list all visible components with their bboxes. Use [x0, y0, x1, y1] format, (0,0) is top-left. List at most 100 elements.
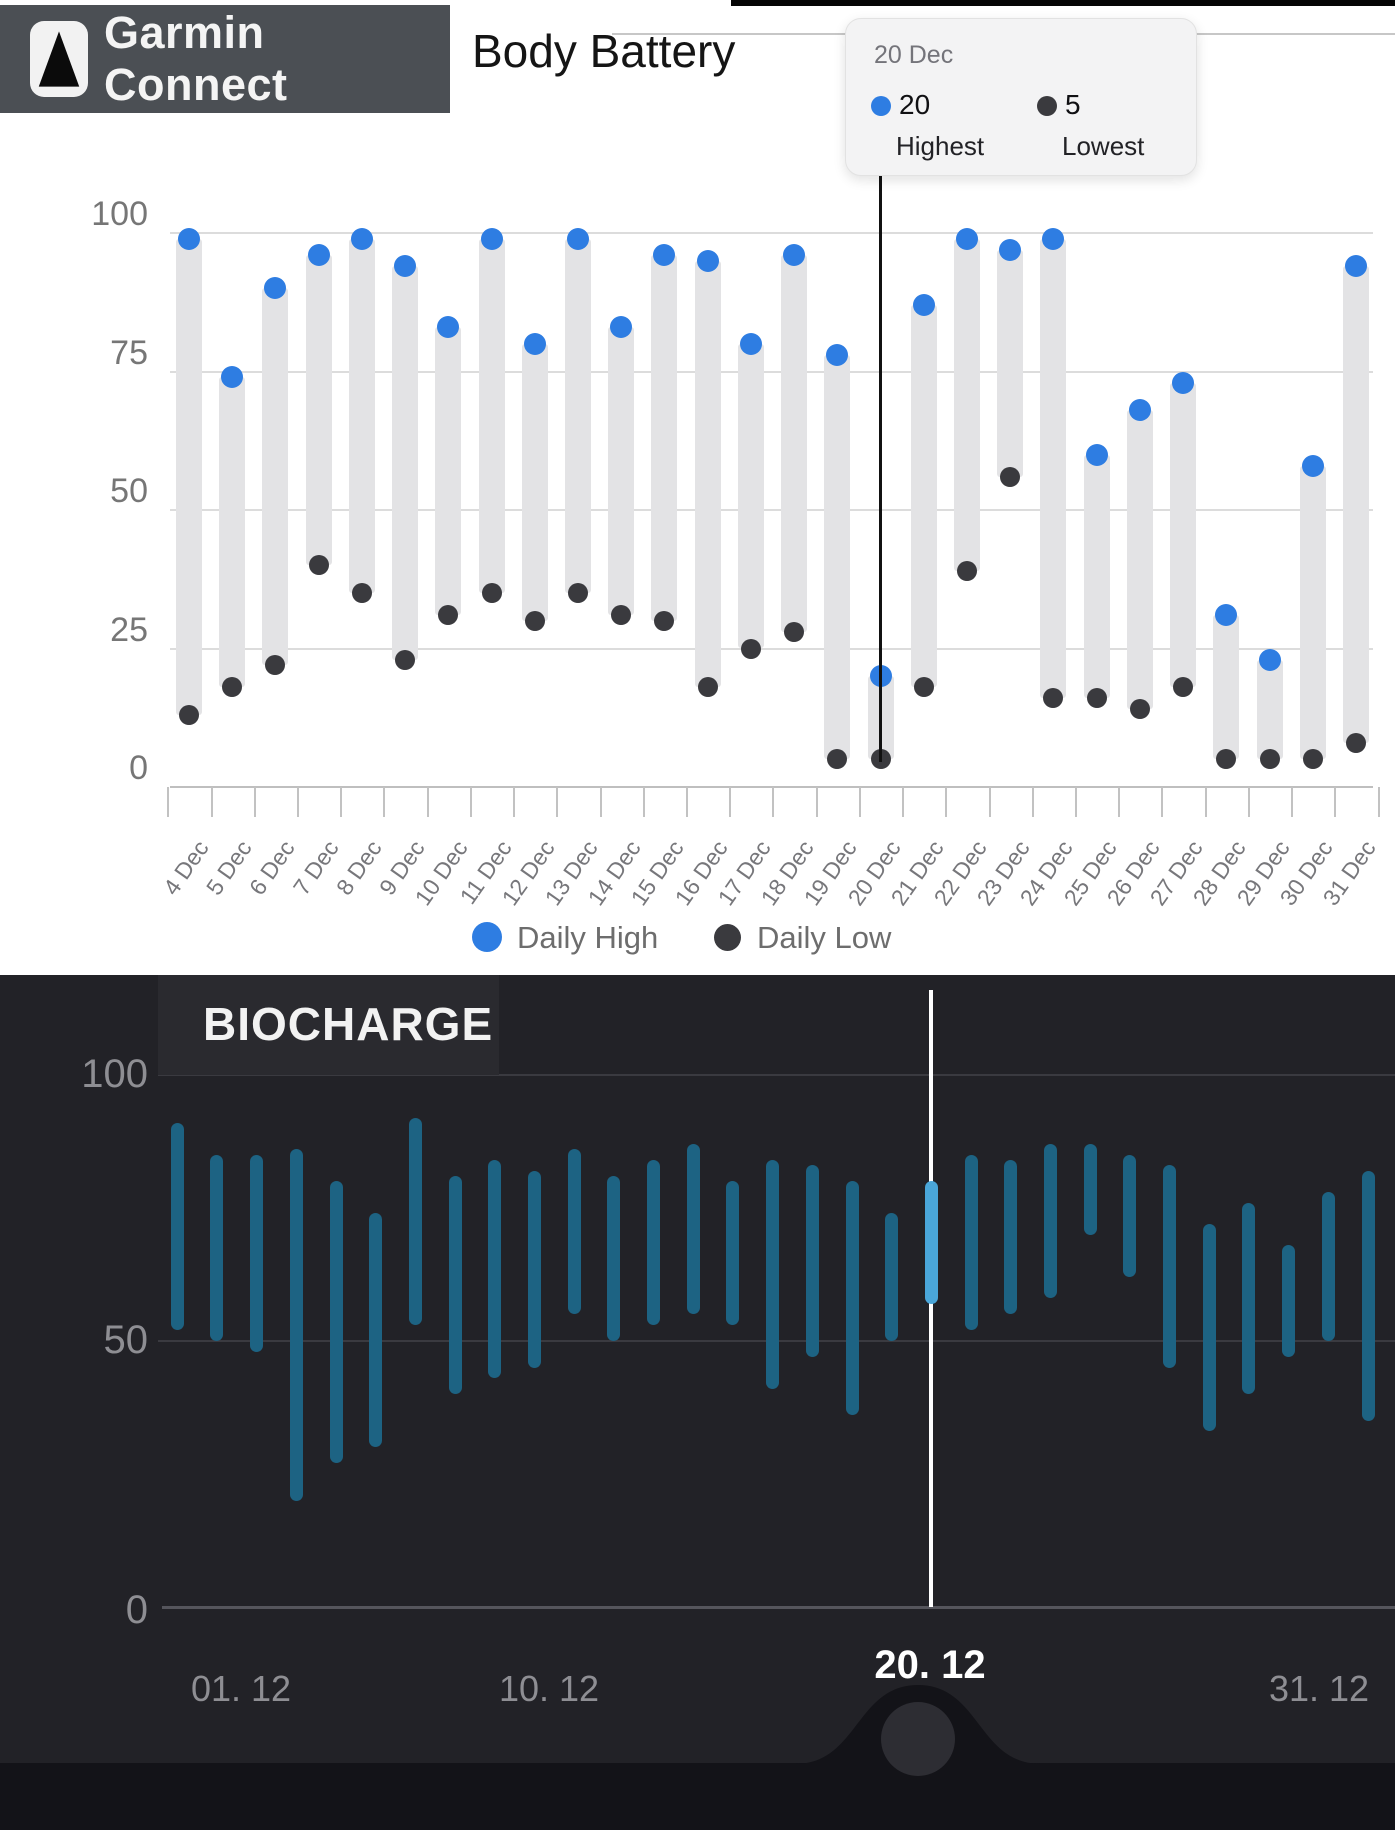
range-bar[interactable]: [781, 255, 808, 632]
daily-low-dot[interactable]: [740, 638, 761, 659]
range-bar[interactable]: [651, 255, 678, 621]
bio-bar[interactable]: [885, 1213, 899, 1341]
daily-high-dot[interactable]: [221, 366, 244, 389]
range-bar[interactable]: [1299, 465, 1326, 760]
daily-high-dot[interactable]: [178, 227, 200, 250]
bio-bar[interactable]: [488, 1160, 502, 1379]
daily-high-dot[interactable]: [264, 277, 287, 300]
range-bar[interactable]: [262, 288, 289, 666]
bio-bar[interactable]: [766, 1160, 780, 1389]
bio-bar[interactable]: [607, 1176, 621, 1341]
daily-high-dot[interactable]: [955, 227, 978, 250]
daily-low-dot[interactable]: [1086, 688, 1107, 709]
daily-low-dot[interactable]: [913, 677, 934, 698]
range-bar[interactable]: [1256, 659, 1283, 760]
daily-high-dot[interactable]: [1344, 255, 1367, 278]
daily-low-dot[interactable]: [524, 610, 545, 631]
daily-high-dot[interactable]: [394, 255, 417, 278]
range-bar[interactable]: [1342, 266, 1369, 743]
range-bar[interactable]: [737, 343, 764, 649]
daily-low-dot[interactable]: [1216, 749, 1237, 770]
bio-bar[interactable]: [1202, 1223, 1216, 1432]
daily-high-dot[interactable]: [1215, 604, 1238, 627]
range-bar[interactable]: [694, 260, 721, 688]
range-bar[interactable]: [564, 238, 591, 594]
daily-low-dot[interactable]: [1043, 688, 1064, 709]
daily-low-dot[interactable]: [395, 649, 416, 670]
daily-high-dot[interactable]: [999, 238, 1022, 261]
daily-high-dot[interactable]: [350, 227, 373, 250]
bio-bar[interactable]: [726, 1181, 740, 1326]
range-bar[interactable]: [1126, 410, 1153, 710]
daily-high-dot[interactable]: [523, 332, 546, 355]
range-bar[interactable]: [219, 377, 246, 688]
daily-high-dot[interactable]: [912, 294, 935, 317]
daily-low-dot[interactable]: [1345, 732, 1366, 753]
bio-bar[interactable]: [448, 1176, 462, 1395]
bio-bar[interactable]: [1123, 1154, 1137, 1278]
daily-low-dot[interactable]: [1173, 677, 1194, 698]
daily-high-dot[interactable]: [696, 249, 719, 272]
range-bar[interactable]: [824, 354, 851, 760]
daily-high-dot[interactable]: [1172, 371, 1195, 394]
range-bar[interactable]: [997, 249, 1024, 477]
bio-bar[interactable]: [369, 1213, 383, 1448]
range-bar[interactable]: [392, 266, 419, 660]
daily-low-dot[interactable]: [654, 610, 675, 631]
bio-bar[interactable]: [964, 1154, 978, 1331]
bio-bar[interactable]: [1043, 1144, 1057, 1299]
daily-high-dot[interactable]: [1085, 443, 1108, 466]
range-bar[interactable]: [1213, 615, 1240, 760]
range-bar[interactable]: [176, 238, 202, 715]
daily-high-dot[interactable]: [1301, 454, 1324, 477]
daily-low-dot[interactable]: [438, 605, 459, 626]
range-bar[interactable]: [1040, 238, 1067, 699]
daily-low-dot[interactable]: [265, 655, 286, 676]
daily-high-dot[interactable]: [566, 227, 589, 250]
bio-bar[interactable]: [250, 1154, 264, 1352]
scrubber-knob[interactable]: [881, 1702, 955, 1776]
daily-high-dot[interactable]: [826, 343, 849, 366]
daily-low-dot[interactable]: [308, 555, 329, 576]
range-bar[interactable]: [305, 255, 332, 566]
daily-low-dot[interactable]: [1129, 699, 1150, 720]
daily-low-dot[interactable]: [222, 677, 243, 698]
range-bar[interactable]: [1083, 454, 1110, 699]
daily-low-dot[interactable]: [956, 560, 977, 581]
bio-bar[interactable]: [170, 1122, 184, 1331]
range-bar[interactable]: [435, 327, 462, 616]
range-bar[interactable]: [348, 238, 375, 594]
bio-bar[interactable]: [1242, 1202, 1256, 1395]
daily-high-dot[interactable]: [437, 316, 460, 339]
bio-bar[interactable]: [1321, 1192, 1335, 1341]
bio-bar[interactable]: [1004, 1160, 1018, 1315]
range-bar[interactable]: [478, 238, 505, 594]
bio-bar[interactable]: [567, 1149, 581, 1315]
bio-bar[interactable]: [329, 1181, 343, 1464]
daily-low-dot[interactable]: [611, 605, 632, 626]
daily-high-dot[interactable]: [1042, 227, 1065, 250]
daily-low-dot[interactable]: [697, 677, 718, 698]
bio-bar[interactable]: [528, 1170, 541, 1368]
daily-low-dot[interactable]: [179, 704, 199, 725]
daily-high-dot[interactable]: [307, 244, 330, 267]
range-bar[interactable]: [1170, 382, 1197, 688]
bio-bar[interactable]: [1361, 1170, 1375, 1421]
range-bar[interactable]: [608, 327, 635, 616]
bio-bar[interactable]: [289, 1149, 303, 1501]
daily-low-dot[interactable]: [1302, 749, 1323, 770]
bio-bar[interactable]: [805, 1165, 819, 1357]
daily-low-dot[interactable]: [1259, 749, 1280, 770]
range-bar[interactable]: [910, 305, 937, 688]
range-bar[interactable]: [521, 343, 548, 621]
bio-bar[interactable]: [210, 1154, 224, 1341]
daily-low-dot[interactable]: [827, 749, 848, 770]
daily-low-dot[interactable]: [567, 583, 588, 604]
bio-bar-selected[interactable]: [924, 1181, 938, 1304]
daily-high-dot[interactable]: [653, 244, 676, 267]
bio-bar[interactable]: [686, 1144, 700, 1315]
bio-bar[interactable]: [1163, 1165, 1177, 1368]
daily-high-dot[interactable]: [783, 244, 806, 267]
bio-bar[interactable]: [1083, 1144, 1097, 1235]
daily-low-dot[interactable]: [1000, 466, 1021, 487]
